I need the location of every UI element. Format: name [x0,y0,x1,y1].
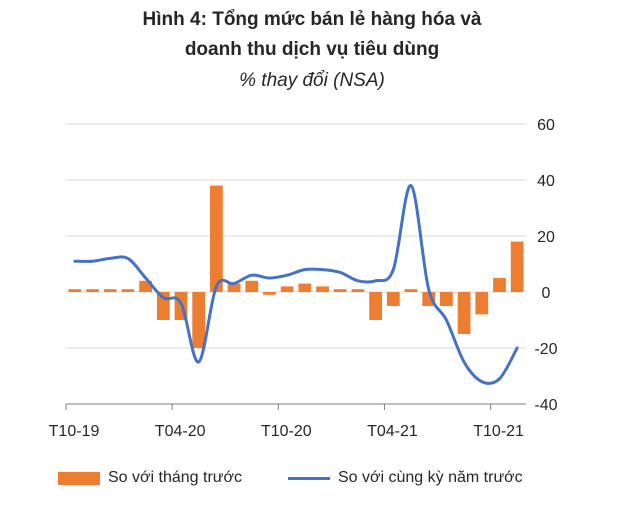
bar [510,241,524,292]
bar [263,292,276,295]
x-tick-label: T10-19 [49,423,100,440]
y-tick-label: 40 [537,173,555,190]
bar [227,283,241,292]
legend-item-line: So với cùng kỳ năm trước [288,466,523,490]
bar [457,292,471,334]
bar [316,286,329,292]
bar [298,283,312,292]
bar [103,289,117,292]
legend-item-bar: So với tháng trước [58,466,242,490]
bar [139,280,152,292]
chart-title-line2: doanh thu dịch vụ tiêu dùng [184,39,440,60]
bar [86,289,99,292]
x-tick-label: T04-21 [367,423,418,440]
bar [369,292,382,320]
bar [351,289,365,292]
series-line [73,184,519,385]
bar [192,292,206,348]
bar [245,280,259,292]
x-tick-label: T04-20 [155,423,206,440]
chart-subtitle: % thay đổi (NSA) [239,70,385,91]
bar [68,289,82,292]
bar [493,278,506,292]
legend-bar-label: So với tháng trước [108,469,242,486]
y-tick-label: 60 [537,117,555,134]
x-tick-label: T10-21 [473,423,524,440]
bar [121,289,135,292]
legend-bar-swatch [58,471,100,485]
chart-title-line1: Hình 4: Tổng mức bán lẻ hàng hóa và [142,9,482,30]
bar [280,286,294,292]
x-tick-label: T10-20 [261,423,312,440]
bar [404,289,418,292]
legend-line-swatch [288,476,330,480]
y-tick-label: 0 [542,285,551,302]
y-tick-label: 20 [537,229,555,246]
bar [333,289,347,292]
y-tick-label: -40 [534,397,557,414]
legend: So với tháng trước So với cùng kỳ năm tr… [0,466,624,490]
bar [210,185,223,292]
y-tick-label: -20 [534,341,557,358]
bar [475,292,489,315]
bar [386,292,400,306]
bar [440,292,453,306]
legend-line-label: So với cùng kỳ năm trước [338,469,523,486]
